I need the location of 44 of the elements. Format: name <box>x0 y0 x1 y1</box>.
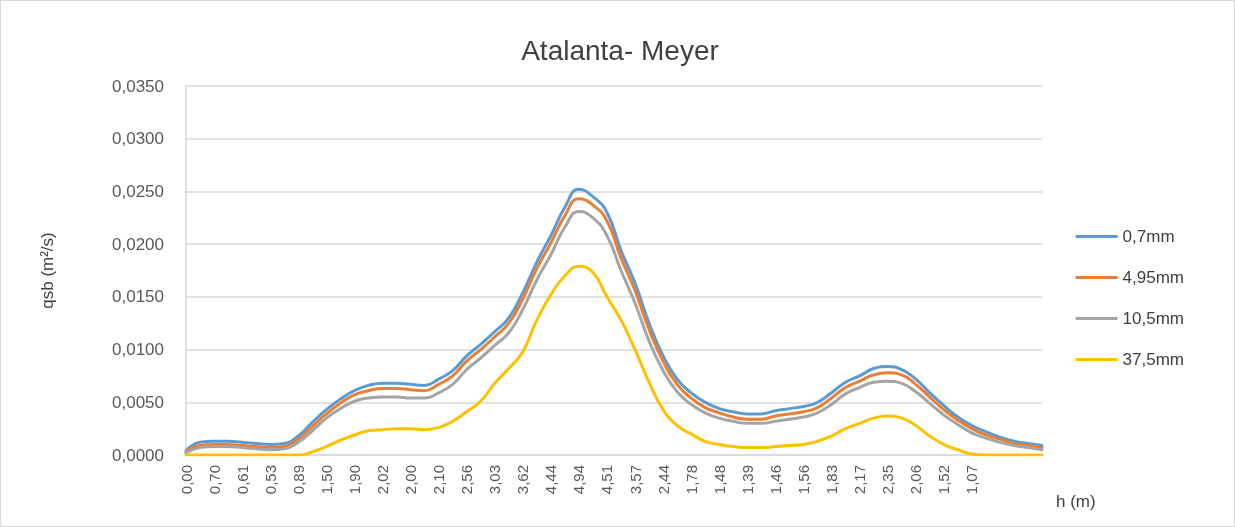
legend-label: 0,7mm <box>1122 227 1175 246</box>
x-tick-label: 0,53 <box>261 465 279 495</box>
x-tick-label: 2,02 <box>373 465 391 495</box>
x-tick-label: 4,94 <box>570 465 588 495</box>
legend-label: 10,5mm <box>1122 309 1185 328</box>
y-tick-label: 0,0350 <box>112 76 164 96</box>
x-tick-label: 2,44 <box>654 465 672 495</box>
x-tick-label: 2,00 <box>402 465 420 495</box>
x-tick-label: 3,57 <box>626 465 644 495</box>
x-tick-label: 3,62 <box>514 465 532 495</box>
x-tick-label: 4,44 <box>542 465 560 495</box>
legend-label: 37,5mm <box>1122 350 1185 369</box>
x-tick-label: 1,90 <box>345 465 363 495</box>
y-tick-label: 0,0200 <box>112 234 164 254</box>
y-tick-label: 0,0300 <box>112 129 164 149</box>
x-tick-label: 3,03 <box>486 465 504 495</box>
x-tick-label: 1,52 <box>935 465 953 495</box>
x-tick-label: 1,83 <box>823 465 841 495</box>
x-axis-title: h (m) <box>1056 492 1096 511</box>
x-tick-label: 1,78 <box>682 465 700 495</box>
x-tick-label: 1,50 <box>317 465 335 495</box>
x-tick-label: 4,51 <box>598 465 616 495</box>
x-tick-label: 1,39 <box>738 465 756 495</box>
x-tick-label: 2,06 <box>907 465 925 495</box>
y-axis-title: qsb (m²/s) <box>38 232 57 309</box>
y-tick-label: 0,0100 <box>112 340 164 360</box>
x-tick-label: 2,35 <box>879 465 897 495</box>
x-tick-label: 0,00 <box>177 465 195 495</box>
x-tick-label: 1,48 <box>710 465 728 495</box>
y-tick-label: 0,0050 <box>112 392 164 412</box>
y-tick-label: 0,0000 <box>112 445 164 465</box>
x-tick-label: 2,17 <box>851 465 869 495</box>
y-tick-label: 0,0250 <box>112 181 164 201</box>
x-tick-label: 2,56 <box>458 465 476 495</box>
x-tick-label: 2,10 <box>430 465 448 495</box>
x-tick-label: 1,46 <box>766 465 784 495</box>
x-tick-label: 0,89 <box>289 465 307 495</box>
y-tick-label: 0,0150 <box>112 287 164 307</box>
x-tick-label: 1,07 <box>963 465 981 495</box>
legend-label: 4,95mm <box>1122 268 1185 287</box>
x-tick-label: 1,56 <box>794 465 812 495</box>
x-tick-label: 0,70 <box>205 465 223 495</box>
x-tick-label: 0,61 <box>233 465 251 495</box>
chart-title: Atalanta- Meyer <box>521 34 719 66</box>
